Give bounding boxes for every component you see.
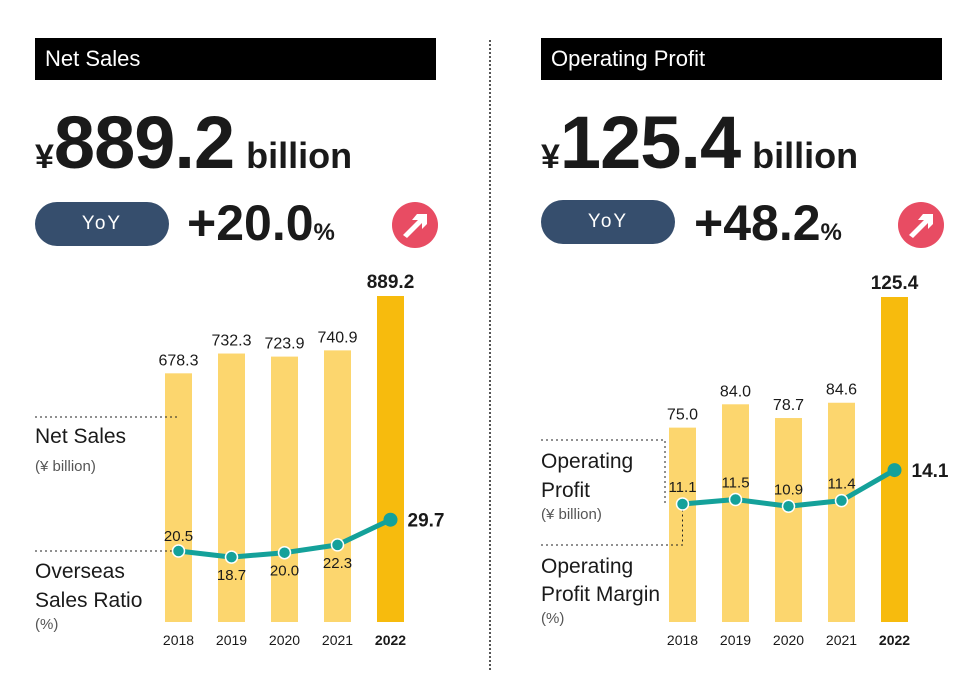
bar — [881, 297, 908, 622]
line-series-label: Operating — [541, 555, 633, 578]
line-series-label: Profit Margin — [541, 583, 660, 606]
x-tick-label: 2019 — [216, 632, 247, 648]
operating-profit-panel: Operating Profit ¥125.4 billion YoY +48.2… — [541, 0, 979, 693]
bar — [775, 418, 802, 622]
line-value-label: 11.5 — [721, 474, 749, 491]
bar-value-label: 740.9 — [317, 329, 357, 346]
bar-leader-line — [541, 439, 666, 504]
net-sales-yoy-unit: % — [313, 219, 335, 246]
line-point — [887, 463, 902, 478]
line-point — [383, 512, 398, 527]
bar — [165, 373, 192, 622]
bar-series-label: Net Sales — [35, 425, 126, 448]
bar — [218, 353, 245, 622]
line-point — [171, 544, 186, 558]
line-point — [834, 493, 849, 508]
bar — [377, 296, 404, 622]
yoy-pill: YoY — [35, 202, 169, 246]
net-sales-value: 889.2 — [53, 101, 235, 184]
x-tick-label: 2018 — [163, 632, 194, 648]
line-point — [224, 550, 239, 564]
x-tick-label: 2018 — [667, 632, 698, 648]
line-value-label: 20.0 — [270, 563, 299, 580]
net-sales-yoy: +20.0% — [187, 194, 335, 252]
bar-value-label: 84.6 — [826, 382, 857, 399]
line-leader-line — [541, 504, 683, 546]
line-value-label: 29.7 — [408, 511, 445, 532]
bar-series-unit: (¥ billion) — [541, 506, 602, 523]
bar — [722, 404, 749, 622]
currency-symbol: ¥ — [541, 138, 560, 176]
operating-profit-value: 125.4 — [559, 101, 741, 184]
line-point — [781, 499, 796, 514]
line-series-unit: (%) — [35, 616, 58, 633]
bar-value-label: 125.4 — [871, 273, 919, 294]
line-value-label: 20.5 — [164, 528, 193, 545]
up-arrow-icon — [898, 202, 944, 248]
line-series-unit: (%) — [541, 610, 564, 627]
operating-profit-yoy: +48.2% — [694, 194, 842, 252]
line-value-label: 18.7 — [217, 567, 246, 584]
bar-value-label: 678.3 — [158, 352, 198, 369]
net-sales-panel: Net Sales ¥889.2 billion YoY +20.0% — [35, 0, 475, 693]
bar-value-label: 78.7 — [773, 397, 804, 414]
operating-profit-unit: billion — [752, 135, 859, 176]
x-tick-label: 2022 — [375, 632, 406, 648]
bar-value-label: 84.0 — [720, 383, 751, 400]
bar-value-label: 732.3 — [211, 333, 251, 350]
line-series-label: Sales Ratio — [35, 589, 142, 612]
bar-value-label: 723.9 — [264, 336, 304, 353]
up-arrow-icon — [392, 202, 438, 248]
bar-value-label: 889.2 — [367, 272, 415, 293]
line-value-label: 11.1 — [668, 479, 696, 496]
operating-profit-header: Operating Profit — [541, 38, 942, 80]
x-tick-label: 2020 — [773, 632, 804, 648]
panel-divider — [489, 40, 491, 670]
bar-series-unit: (¥ billion) — [35, 458, 96, 475]
x-tick-label: 2021 — [826, 632, 857, 648]
net-sales-yoy-value: +20.0 — [187, 195, 314, 251]
net-sales-unit: billion — [246, 135, 353, 176]
line-value-label: 14.1 — [912, 461, 949, 482]
x-tick-label: 2020 — [269, 632, 300, 648]
operating-profit-yoy-unit: % — [820, 219, 842, 246]
line-value-label: 22.3 — [323, 555, 352, 572]
x-tick-label: 2021 — [322, 632, 353, 648]
bar-series-label: Operating — [541, 450, 633, 473]
operating-profit-yoy-value: +48.2 — [694, 195, 821, 251]
bar-value-label: 75.0 — [667, 407, 698, 424]
line-value-label: 11.4 — [827, 476, 855, 493]
bar — [828, 402, 855, 622]
line-point — [728, 492, 743, 507]
x-tick-label: 2019 — [720, 632, 751, 648]
net-sales-header: Net Sales — [35, 38, 436, 80]
line-point — [330, 538, 345, 552]
bar-series-label: Profit — [541, 479, 590, 502]
operating-profit-headline: ¥125.4 billion — [541, 100, 858, 185]
bar — [271, 356, 298, 622]
line-series-label: Overseas — [35, 560, 125, 583]
yoy-pill: YoY — [541, 200, 675, 244]
bar — [324, 350, 351, 622]
currency-symbol: ¥ — [35, 138, 54, 176]
x-tick-label: 2022 — [879, 632, 910, 648]
line-value-label: 10.9 — [774, 481, 803, 498]
line-point — [277, 545, 292, 560]
line-point — [675, 497, 690, 511]
net-sales-headline: ¥889.2 billion — [35, 100, 352, 185]
